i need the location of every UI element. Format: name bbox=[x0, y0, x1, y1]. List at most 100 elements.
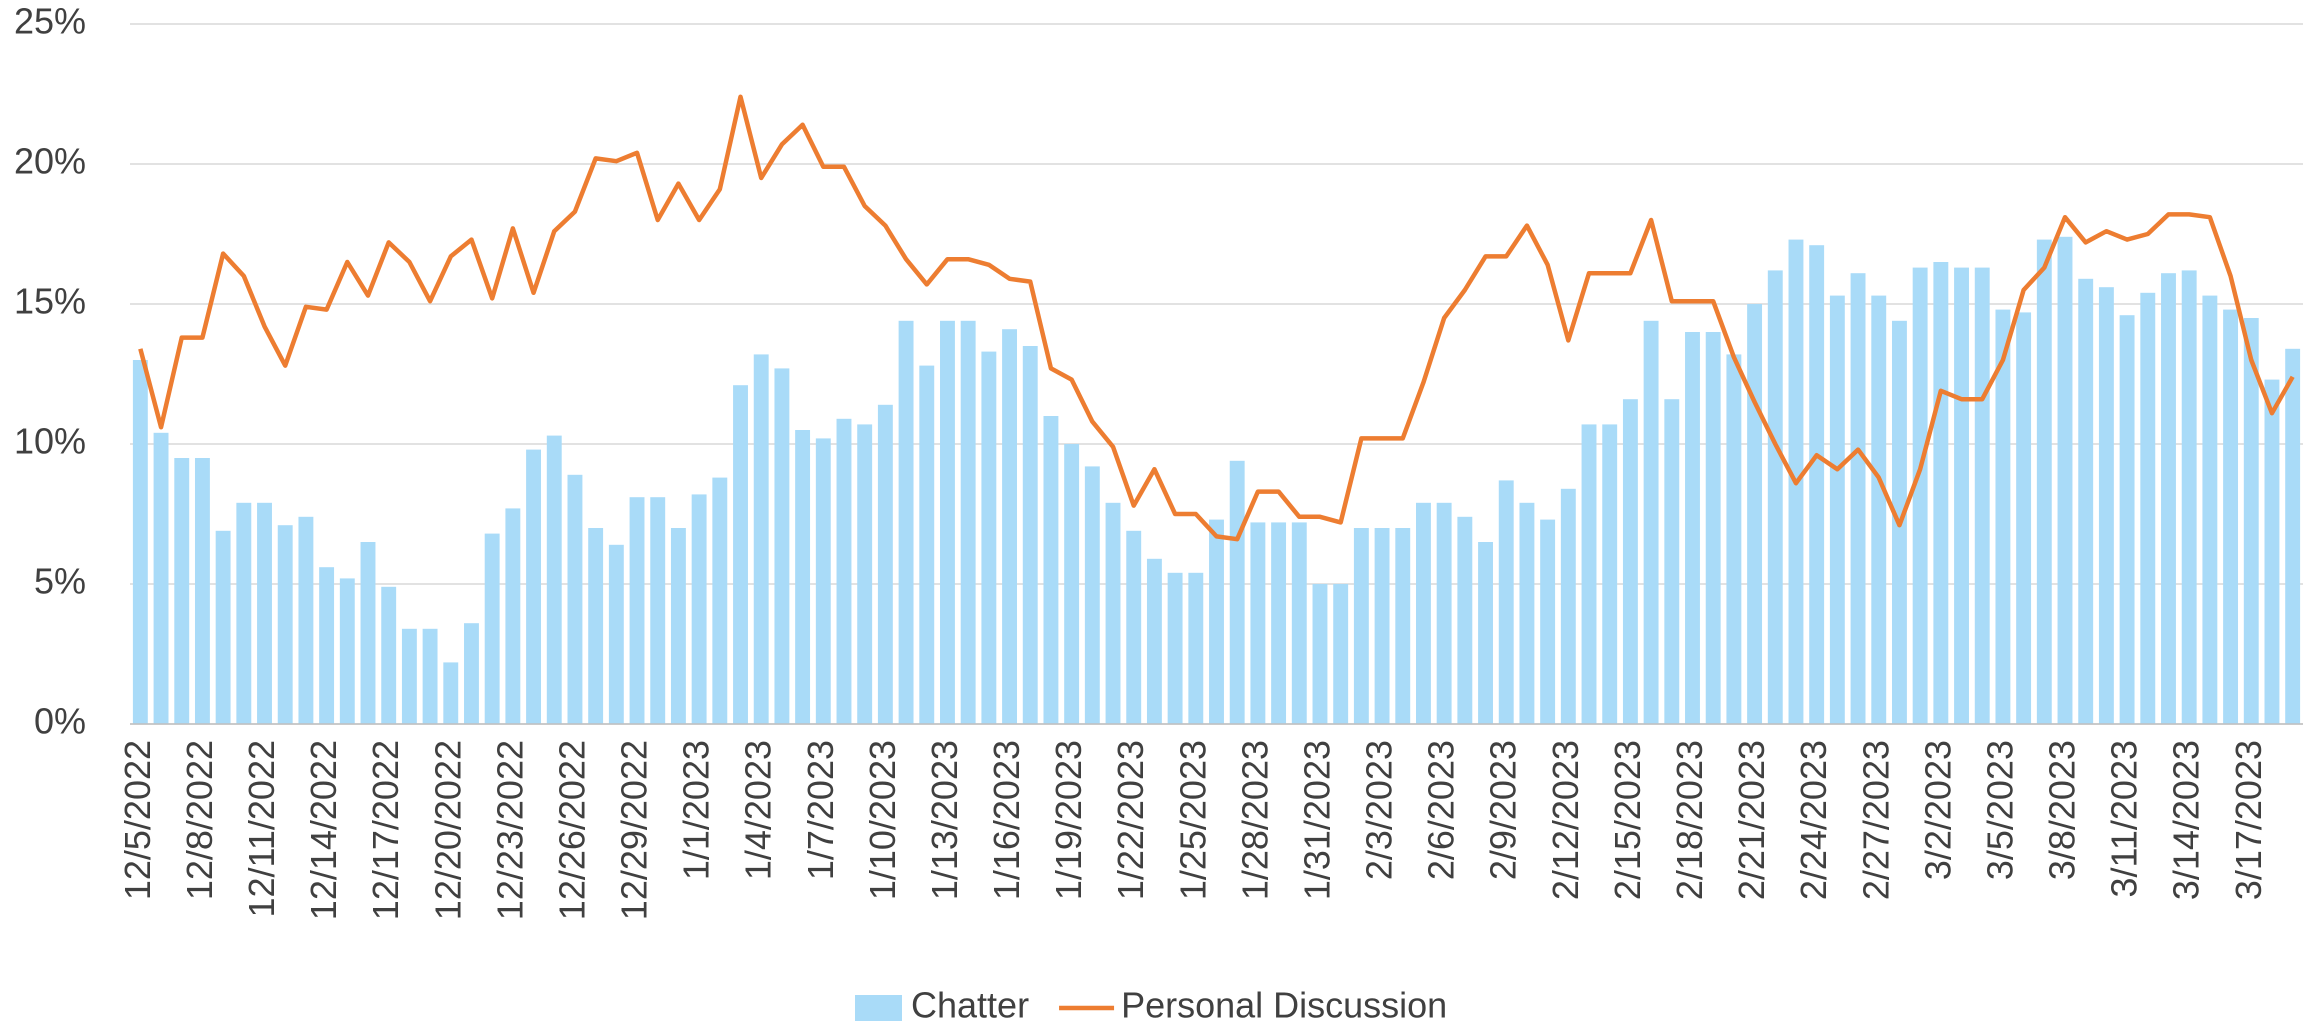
y-tick-label: 5% bbox=[34, 561, 86, 602]
bar bbox=[774, 368, 790, 724]
x-tick-label: 12/17/2022 bbox=[365, 740, 406, 920]
bar bbox=[1933, 262, 1949, 724]
x-tick-label: 1/10/2023 bbox=[862, 740, 903, 900]
x-tick-label: 3/8/2023 bbox=[2042, 740, 2083, 880]
bar bbox=[1664, 399, 1680, 724]
bar bbox=[795, 430, 811, 724]
bar bbox=[1250, 522, 1266, 724]
x-tick-label: 2/15/2023 bbox=[1607, 740, 1648, 900]
x-tick-label: 1/1/2023 bbox=[676, 740, 717, 880]
bar bbox=[940, 320, 955, 724]
bar bbox=[1229, 460, 1245, 724]
bar bbox=[608, 544, 624, 724]
x-tick-label: 3/2/2023 bbox=[1917, 740, 1958, 880]
bar bbox=[1312, 584, 1328, 724]
bar bbox=[1974, 267, 1990, 724]
x-tick-label: 2/6/2023 bbox=[1421, 740, 1462, 880]
bar bbox=[194, 458, 210, 724]
bar bbox=[1726, 354, 1742, 724]
x-tick-label: 2/21/2023 bbox=[1731, 740, 1772, 900]
x-tick-label: 1/31/2023 bbox=[1296, 740, 1337, 900]
bar bbox=[1829, 295, 1845, 724]
bar bbox=[2264, 379, 2280, 724]
bar bbox=[132, 360, 148, 724]
bar bbox=[1002, 329, 1017, 724]
x-tick-label: 3/14/2023 bbox=[2166, 740, 2207, 900]
bar bbox=[2140, 292, 2156, 724]
bar bbox=[2098, 287, 2114, 724]
bar bbox=[1519, 502, 1535, 724]
bar bbox=[422, 628, 438, 724]
legend-label: Chatter bbox=[911, 985, 1029, 1026]
y-tick-label: 20% bbox=[14, 141, 86, 182]
bar bbox=[2223, 309, 2239, 724]
bar bbox=[919, 365, 935, 724]
bar bbox=[2243, 318, 2259, 724]
bar bbox=[464, 623, 479, 724]
bar bbox=[1912, 267, 1928, 724]
bar bbox=[1685, 332, 1700, 724]
x-tick-label: 2/24/2023 bbox=[1793, 740, 1834, 900]
bar bbox=[153, 432, 169, 724]
bar bbox=[1333, 584, 1349, 724]
x-tick-label: 3/5/2023 bbox=[1979, 740, 2020, 880]
bar bbox=[2036, 239, 2052, 724]
bar bbox=[1167, 572, 1183, 724]
bar bbox=[1353, 528, 1369, 724]
legend-label: Personal Discussion bbox=[1121, 985, 1447, 1026]
bar bbox=[215, 530, 231, 724]
bar bbox=[2016, 312, 2032, 724]
bar bbox=[2202, 295, 2218, 724]
x-tick-label: 12/14/2022 bbox=[303, 740, 344, 920]
bar bbox=[505, 508, 521, 724]
bar bbox=[1291, 522, 1307, 724]
bar bbox=[443, 662, 459, 724]
bar bbox=[670, 528, 686, 724]
bar bbox=[815, 438, 831, 724]
bar bbox=[1602, 424, 1618, 724]
bar bbox=[898, 320, 914, 724]
bar bbox=[2285, 348, 2301, 724]
x-tick-label: 12/20/2022 bbox=[427, 740, 468, 920]
bar bbox=[236, 502, 252, 724]
bar bbox=[1126, 530, 1142, 724]
bar bbox=[1105, 502, 1121, 724]
bar bbox=[1084, 466, 1100, 724]
x-tick-label: 2/9/2023 bbox=[1483, 740, 1524, 880]
bar bbox=[1498, 480, 1514, 724]
bar bbox=[257, 502, 272, 724]
bar bbox=[1436, 502, 1452, 724]
bar bbox=[1146, 558, 1162, 724]
bar bbox=[567, 474, 583, 724]
x-tick-label: 1/13/2023 bbox=[924, 740, 965, 900]
bar bbox=[629, 497, 645, 724]
x-tick-label: 12/23/2022 bbox=[489, 740, 530, 920]
x-tick-label: 12/29/2022 bbox=[614, 740, 655, 920]
bar bbox=[960, 320, 976, 724]
x-tick-label: 1/22/2023 bbox=[1110, 740, 1151, 900]
bar bbox=[1395, 528, 1411, 724]
bar bbox=[339, 578, 355, 724]
y-tick-label: 25% bbox=[14, 1, 86, 42]
bar bbox=[1271, 522, 1287, 724]
x-tick-label: 2/12/2023 bbox=[1545, 740, 1586, 900]
bar bbox=[526, 449, 542, 724]
bar bbox=[650, 497, 666, 724]
bar bbox=[2161, 273, 2176, 724]
x-tick-label: 1/25/2023 bbox=[1172, 740, 1213, 900]
bar bbox=[1457, 516, 1473, 724]
bar bbox=[1064, 444, 1080, 724]
bar bbox=[733, 385, 748, 724]
bar bbox=[2119, 315, 2135, 724]
bar bbox=[1581, 424, 1597, 724]
bar bbox=[857, 424, 873, 724]
bar bbox=[1043, 416, 1059, 724]
bar bbox=[877, 404, 893, 724]
bar bbox=[1022, 346, 1038, 724]
x-tick-label: 1/19/2023 bbox=[1048, 740, 1089, 900]
bar bbox=[1560, 488, 1576, 724]
bar bbox=[1416, 502, 1431, 724]
legend-swatch bbox=[855, 995, 902, 1021]
bar bbox=[1705, 332, 1721, 724]
